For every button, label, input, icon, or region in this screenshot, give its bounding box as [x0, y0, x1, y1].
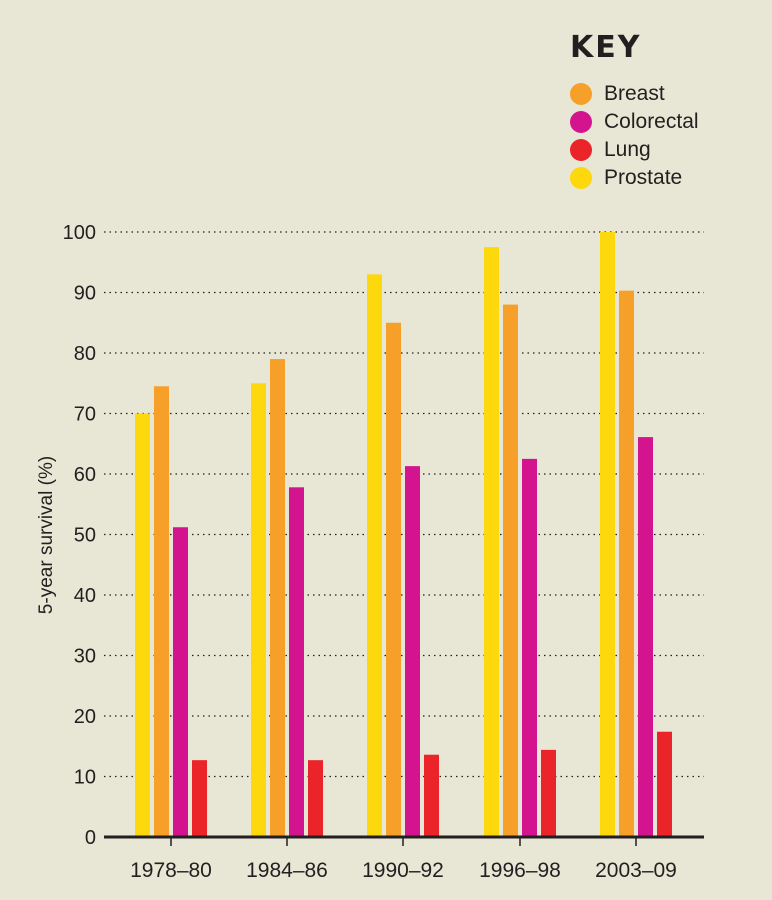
bar-breast-1996-98: [503, 304, 518, 838]
bar-breast-1984-86: [270, 359, 285, 837]
bar-colorectal-2003-09: [638, 437, 653, 837]
y-tick-label-30: 30: [74, 646, 96, 668]
bar-lung-1996-98: [541, 749, 556, 837]
y-tick-label-10: 10: [74, 767, 96, 789]
y-tick-label-50: 50: [74, 525, 96, 547]
legend-swatch-lung: [570, 139, 592, 161]
y-axis-ticks: 0 10 20 30 40 50 60 70 80 90 100: [63, 222, 96, 849]
x-tick-label-1996-98: 1996–98: [479, 859, 561, 882]
legend-swatch-breast: [570, 83, 592, 105]
legend-label-lung: Lung: [604, 138, 651, 161]
bar-colorectal-1984-86: [289, 487, 304, 837]
legend-item-breast: Breast: [570, 80, 699, 108]
y-tick-label-90: 90: [74, 283, 96, 305]
legend-title: KEY: [570, 30, 642, 65]
legend-label-colorectal: Colorectal: [604, 110, 699, 133]
bar-lung-1990-92: [424, 754, 439, 837]
legend-item-colorectal: Colorectal: [570, 108, 699, 136]
legend-item-lung: Lung: [570, 136, 699, 164]
bar-prostate-1996-98: [484, 247, 499, 837]
bar-prostate-1978-80: [135, 413, 150, 837]
y-tick-label-80: 80: [74, 343, 96, 365]
bar-lung-1984-86: [308, 760, 323, 837]
bar-breast-1978-80: [154, 386, 169, 837]
bars: [135, 232, 672, 838]
x-tick-label-2003-09: 2003–09: [595, 859, 677, 882]
bar-breast-1990-92: [386, 322, 401, 837]
y-tick-label-100: 100: [63, 222, 96, 244]
bar-breast-2003-09: [619, 290, 634, 837]
bar-prostate-1984-86: [251, 383, 266, 837]
y-tick-label-60: 60: [74, 464, 96, 486]
bar-lung-1978-80: [192, 760, 207, 837]
y-tick-label-40: 40: [74, 585, 96, 607]
bar-colorectal-1978-80: [173, 527, 188, 837]
legend: Breast Colorectal Lung Prostate: [570, 80, 699, 192]
bar-colorectal-1990-92: [405, 466, 420, 837]
x-tick-label-1984-86: 1984–86: [246, 859, 328, 882]
legend-swatch-prostate: [570, 167, 592, 189]
x-tick-label-1978-80: 1978–80: [130, 859, 212, 882]
legend-swatch-colorectal: [570, 111, 592, 133]
y-axis-label: 5-year survival (%): [36, 456, 57, 614]
y-tick-label-0: 0: [85, 827, 96, 849]
bar-prostate-2003-09: [600, 232, 615, 837]
x-axis-ticks: 1978–80 1984–86 1990–92 1996–98 2003–09: [130, 837, 677, 882]
bar-lung-2003-09: [657, 731, 672, 837]
legend-item-prostate: Prostate: [570, 164, 699, 192]
bar-colorectal-1996-98: [522, 458, 537, 837]
y-tick-label-70: 70: [74, 404, 96, 426]
legend-label-prostate: Prostate: [604, 166, 683, 189]
x-tick-label-1990-92: 1990–92: [362, 859, 444, 882]
legend-label-breast: Breast: [604, 82, 665, 105]
y-tick-label-20: 20: [74, 706, 96, 728]
bar-prostate-1990-92: [367, 274, 382, 838]
